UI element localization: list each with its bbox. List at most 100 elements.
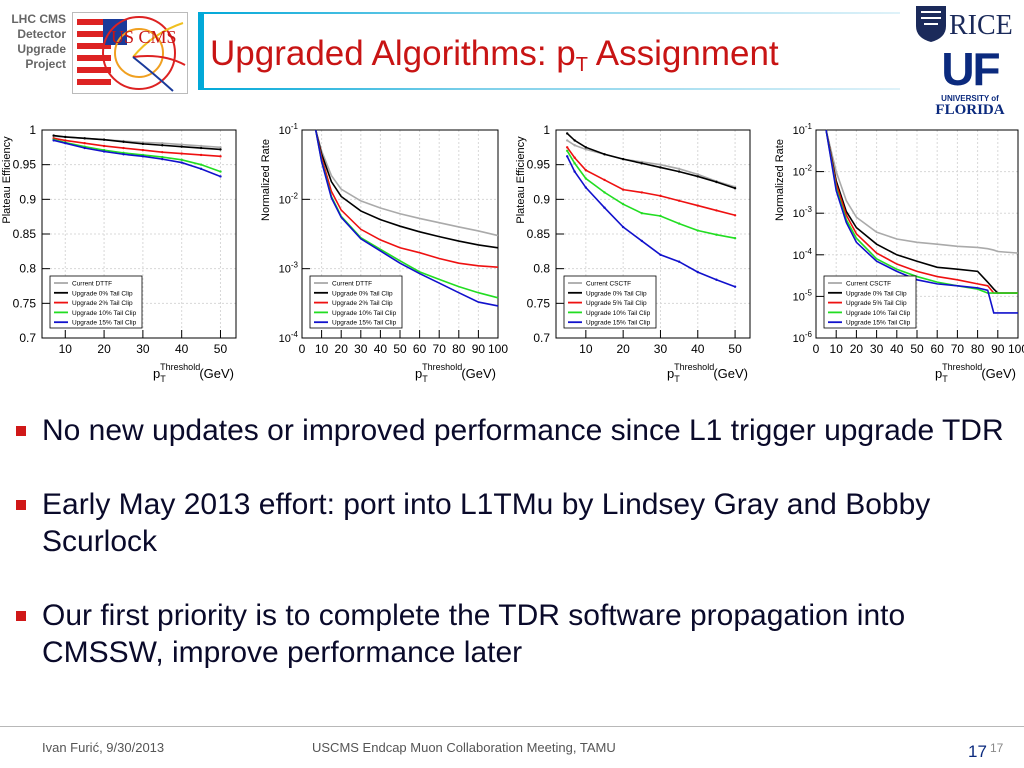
y-axis-label: Plateau Efficiency	[515, 136, 527, 224]
x-tick-label: 10	[315, 342, 329, 356]
title-subscript: T	[575, 54, 588, 76]
data-point	[102, 138, 106, 141]
plot-frame	[555, 129, 751, 339]
data-point	[621, 225, 625, 229]
side-label-line: Detector	[17, 27, 66, 41]
data-point	[640, 191, 644, 194]
data-point	[161, 144, 164, 147]
data-point	[122, 140, 125, 143]
data-point	[677, 222, 681, 225]
plot-1: 10 20 30 40 50 0.7 0.75 0.8 0.85 0.9 0.95 1 Current …	[0, 120, 246, 382]
data-point	[696, 204, 699, 207]
data-point	[573, 170, 576, 173]
y-tick-label: 0.95	[13, 158, 37, 172]
data-point	[565, 132, 569, 135]
data-point	[584, 146, 588, 149]
data-point	[621, 157, 625, 161]
y-tick-label: 0.95	[527, 158, 551, 172]
side-label-line: LHC CMS	[11, 12, 66, 26]
legend-label: Upgrade 10% Tail Clip	[332, 310, 397, 317]
x-tick-label: 20	[97, 342, 111, 356]
data-point	[603, 206, 606, 209]
uf-letters: UF	[941, 43, 1000, 95]
data-point	[161, 150, 164, 154]
dttf-efficiency-plot: 10 20 30 40 50 0.7 0.75 0.8 0.85 0.9 0.95 1 Current …	[1, 123, 237, 382]
legend-label: Upgrade 0% Tail Clip	[72, 290, 133, 297]
x-tick-label: 70	[951, 342, 965, 356]
data-point	[621, 188, 625, 191]
x-tick-label: 60	[413, 342, 427, 356]
series-line	[825, 129, 1018, 294]
x-tick-label: 100	[1008, 342, 1024, 356]
series-line	[314, 129, 499, 307]
data-point	[696, 173, 699, 176]
data-point	[573, 139, 576, 142]
x-tick-label: 20	[616, 342, 630, 356]
data-point	[219, 170, 222, 173]
y-tick-label: 10-4	[793, 247, 813, 262]
data-point	[180, 161, 183, 164]
legend-label: Upgrade 0% Tail Clip	[332, 290, 393, 297]
y-tick-label: 0.8	[533, 262, 550, 276]
side-label-line: Project	[25, 57, 66, 71]
data-point	[565, 149, 569, 152]
x-tick-label: 20	[850, 342, 864, 356]
data-point	[102, 144, 106, 148]
y-tick-label: 10-5	[793, 288, 813, 303]
data-point	[573, 162, 576, 165]
y-axis-label: Normalized Rate	[774, 139, 786, 221]
x-tick-label: 60	[931, 342, 945, 356]
legend-label: Current DTTF	[332, 281, 372, 288]
data-point	[696, 229, 699, 232]
data-point	[733, 214, 737, 217]
data-point	[573, 156, 576, 159]
data-point	[83, 141, 86, 145]
x-axis-label: pThreshold T (GeV)	[415, 362, 496, 382]
bullet-item: Our first priority is to complete the TD…	[14, 597, 1014, 671]
data-point	[180, 145, 183, 148]
x-tick-label: 10	[59, 342, 73, 356]
data-point	[659, 253, 662, 256]
y-tick-label: 0.7	[533, 331, 550, 345]
footer-divider	[0, 726, 1024, 727]
plot-2: 0 10 20 30 40 50 60 70 80 90 100 10-4 10-3 10-2 10-1 Cu…	[256, 120, 512, 382]
x-tick-label: 30	[136, 342, 150, 356]
csctf-efficiency-plot: 10 20 30 40 50 0.7 0.75 0.8 0.85 0.9 0.95 1 Current …	[515, 123, 751, 382]
data-point	[122, 146, 125, 150]
y-tick-label: 10-1	[793, 122, 813, 137]
data-point	[659, 163, 662, 166]
title-main: Upgraded Algorithms: p	[210, 34, 576, 73]
series-line	[825, 129, 1018, 294]
flag-stripes	[77, 19, 111, 85]
data-point	[696, 270, 699, 274]
legend-label: Upgrade 2% Tail Clip	[332, 300, 393, 307]
series-line	[825, 129, 1019, 254]
data-point	[219, 175, 222, 178]
title-background	[204, 14, 900, 88]
y-tick-label: 0.7	[19, 331, 36, 345]
legend-label: Upgrade 0% Tail Clip	[846, 290, 907, 297]
legend-label: Upgrade 15% Tail Clip	[846, 320, 911, 327]
data-point	[584, 177, 588, 180]
bullet-marker	[16, 611, 26, 621]
y-tick-label: 1	[29, 123, 36, 137]
data-point	[219, 146, 222, 149]
legend-label: Upgrade 15% Tail Clip	[72, 320, 137, 327]
x-tick-label: 10	[579, 342, 593, 356]
x-tick-label: 20	[335, 342, 349, 356]
y-tick-label: 10-2	[279, 191, 299, 206]
footer-meeting: USCMS Endcap Muon Collaboration Meeting,…	[312, 740, 616, 755]
x-tick-label: 0	[299, 342, 306, 356]
uf-florida: FLORIDA	[935, 102, 1005, 118]
data-point	[199, 153, 203, 157]
series-line	[53, 137, 221, 158]
x-tick-label: 80	[971, 342, 985, 356]
x-tick-label: 40	[175, 342, 189, 356]
plot-3: 10 20 30 40 50 0.7 0.75 0.8 0.85 0.9 0.95 1 Current …	[514, 120, 760, 382]
bullet-item: No new updates or improved performance s…	[14, 412, 1014, 449]
data-point	[715, 209, 718, 212]
data-point	[696, 175, 699, 178]
data-point	[565, 146, 569, 149]
x-tick-label: 40	[374, 342, 388, 356]
data-point	[219, 155, 222, 158]
